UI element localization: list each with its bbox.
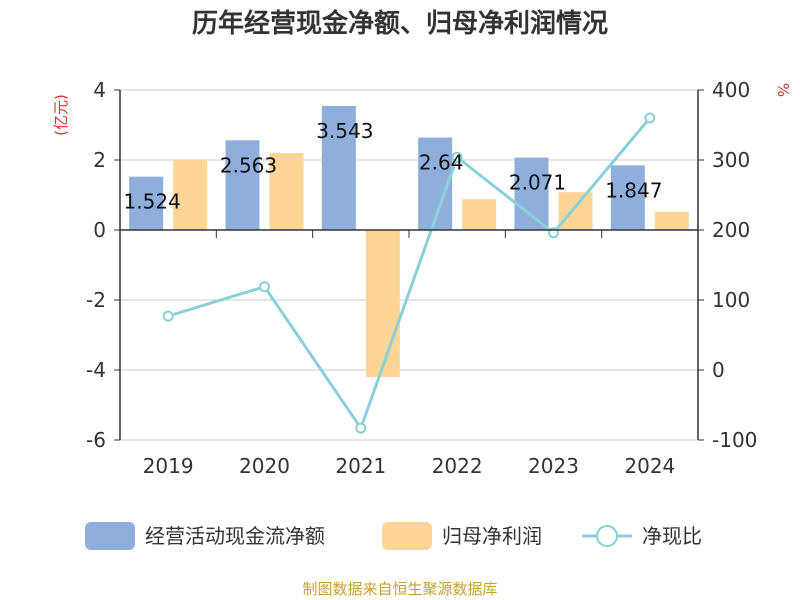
bar-operating-cashflow (610, 165, 645, 230)
data-label: 2.071 (509, 171, 566, 195)
right-tick-label: 300 (712, 148, 750, 172)
right-tick-label: 400 (712, 78, 750, 102)
point-cash-ratio (259, 281, 270, 293)
right-axis-unit: % (774, 83, 792, 97)
bar-operating-cashflow (321, 105, 356, 230)
line-cash-ratio (167, 117, 651, 432)
chart-title: 历年经营现金净额、归母净利润情况 (192, 8, 608, 39)
legend-swatch-net-profit (382, 522, 432, 550)
bar-net-profit (269, 153, 304, 230)
legend-label-net-profit: 归母净利润 (442, 524, 542, 548)
point-cash-ratio (355, 422, 367, 434)
point-cash-ratio (644, 112, 656, 124)
bar-net-profit (365, 230, 400, 377)
left-axis-unit: (亿元) (52, 94, 70, 136)
bar-operating-cashflow (129, 176, 164, 230)
source-note: 制图数据来自恒生聚源数据库 (302, 580, 497, 598)
x-tick-label: 2022 (432, 454, 483, 478)
data-label: 1.847 (605, 178, 662, 202)
left-tick-label: -6 (86, 428, 106, 452)
x-tick-label: 2023 (528, 454, 579, 478)
left-tick-label: 4 (93, 78, 106, 102)
left-tick-label: 0 (93, 218, 106, 242)
legend-swatch-operating-cashflow (85, 522, 135, 550)
x-tick-label: 2020 (239, 454, 290, 478)
bar-net-profit (462, 199, 497, 230)
left-tick-label: 2 (93, 148, 106, 172)
left-tick-label: -4 (86, 358, 106, 382)
bar-operating-cashflow (225, 140, 260, 230)
bar-net-profit (173, 160, 208, 230)
data-label: 3.543 (316, 119, 373, 143)
data-label: 1.524 (124, 190, 181, 214)
x-tick-label: 2019 (143, 454, 194, 478)
legend-label-cash-ratio: 净现比 (642, 524, 702, 548)
right-tick-label: -100 (712, 428, 757, 452)
bar-net-profit (558, 192, 593, 230)
right-tick-label: 200 (712, 218, 750, 242)
x-tick-label: 2024 (624, 454, 675, 478)
data-label: 2.64 (419, 151, 464, 175)
data-label: 2.563 (220, 153, 277, 177)
legend-label-operating-cashflow: 经营活动现金流净额 (145, 524, 325, 548)
left-tick-label: -2 (86, 288, 106, 312)
bar-net-profit (654, 211, 689, 230)
point-cash-ratio (162, 310, 174, 322)
right-tick-label: 0 (712, 358, 725, 382)
x-tick-label: 2021 (335, 454, 386, 478)
point-cash-ratio (451, 151, 463, 163)
bar-operating-cashflow (514, 157, 549, 230)
right-tick-label: 100 (712, 288, 750, 312)
legend-marker-cash-ratio (596, 525, 618, 547)
